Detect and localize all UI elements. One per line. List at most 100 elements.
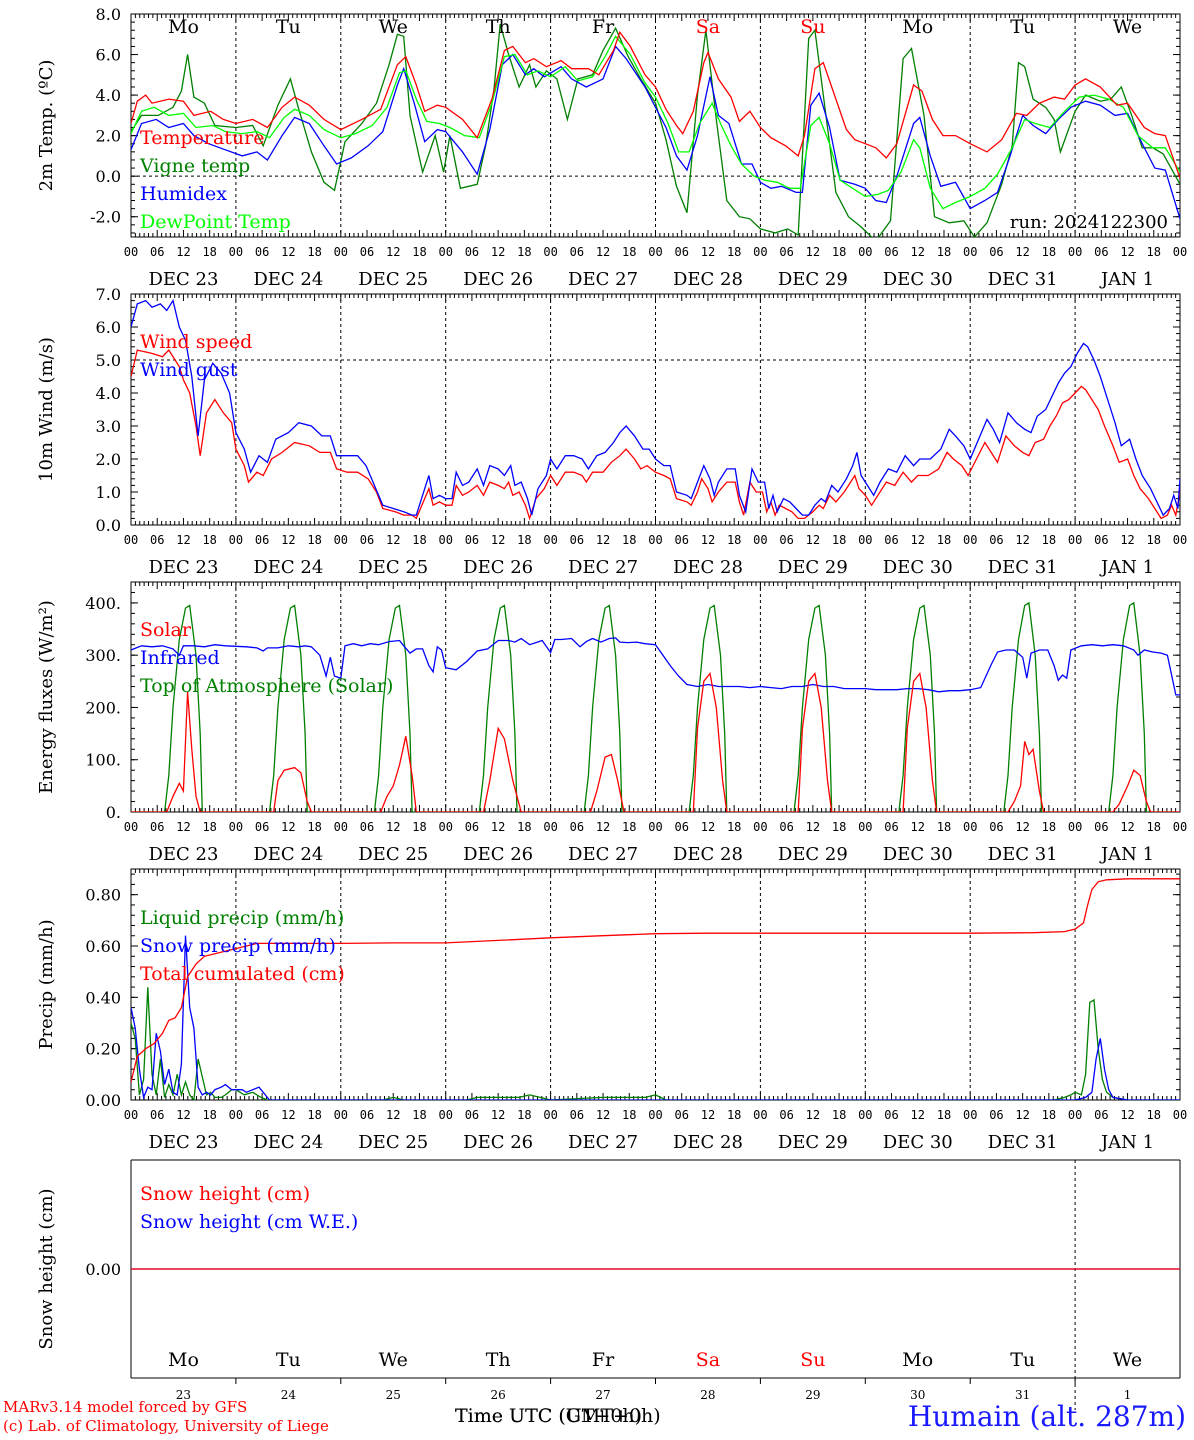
wind-y-tick-label: 5.0 (96, 351, 121, 370)
wind-hour-label: 06 (989, 533, 1003, 547)
wind-hour-label: 12 (386, 533, 400, 547)
precip-hour-label: 12 (806, 1108, 820, 1122)
flux-date-label: DEC 25 (358, 844, 428, 865)
wind-hour-label: 00 (753, 533, 767, 547)
precip-hour-label: 00 (963, 1108, 977, 1122)
temp-hour-label: 12 (1015, 245, 1029, 259)
wind-hour-label: 06 (1094, 533, 1108, 547)
flux-date-label: DEC 27 (568, 844, 638, 865)
temp-hour-label: 00 (963, 245, 977, 259)
flux-hour-label: 00 (1068, 820, 1082, 834)
wind-hour-label: 18 (937, 533, 951, 547)
temp-hour-label: 06 (465, 245, 479, 259)
flux-y-tick-label: 0. (106, 803, 121, 822)
snow-weekday-label: Mo (168, 1349, 199, 1371)
temp-hour-label: 06 (150, 245, 164, 259)
wind-legend-wind-gust: Wind gust (140, 359, 238, 381)
x-axis-title-b: Time UTC (UT+0h) (455, 1405, 643, 1427)
snow-day-number: 29 (805, 1388, 820, 1402)
temp-date-label: DEC 26 (463, 269, 533, 290)
wind-date-label: DEC 29 (778, 557, 848, 578)
flux-series-infrared (131, 637, 1180, 696)
flux-hour-label: 12 (1015, 820, 1029, 834)
wind-hour-label: 00 (438, 533, 452, 547)
wind-hour-label: 18 (832, 533, 846, 547)
flux-hour-label: 12 (806, 820, 820, 834)
flux-hour-label: 18 (202, 820, 216, 834)
flux-hour-label: 18 (1147, 820, 1161, 834)
flux-hour-label: 06 (674, 820, 688, 834)
snow-day-number: 1 (1124, 1388, 1132, 1402)
precip-hour-label: 18 (1042, 1108, 1056, 1122)
flux-hour-label: 18 (412, 820, 426, 834)
run-annotation: run: 2024122300 (1010, 212, 1168, 233)
precip-hour-label: 06 (1094, 1108, 1108, 1122)
wind-series-wind-gust (131, 298, 1180, 517)
snow-weekday-label: Fr (592, 1349, 615, 1371)
wind-hour-label: 06 (255, 533, 269, 547)
snow-day-number: 30 (910, 1388, 925, 1402)
temp-hour-label: 00 (543, 245, 557, 259)
precip-hour-label: 06 (884, 1108, 898, 1122)
temp-y-tick-label: 4.0 (96, 86, 121, 105)
wind-legend-wind-speed: Wind speed (140, 331, 252, 353)
precip-hour-label: 06 (465, 1108, 479, 1122)
snow-weekday-label: Tu (276, 1349, 301, 1371)
precip-hour-label: 12 (701, 1108, 715, 1122)
flux-hour-label: 06 (360, 820, 374, 834)
wind-hour-label: 18 (412, 533, 426, 547)
wind-hour-label: 18 (1147, 533, 1161, 547)
temp-date-label: DEC 27 (568, 269, 638, 290)
flux-hour-label: 18 (727, 820, 741, 834)
flux-panel: 00 06 12 18 DEC 23 00 06 12 18 DEC 24 00 06 12 18 DEC … (36, 581, 1187, 865)
temp-hour-label: 18 (517, 245, 531, 259)
wind-y-tick-label: 7.0 (96, 285, 121, 304)
precip-hour-label: 00 (858, 1108, 872, 1122)
precip-legend-total-cumulated-cm-: Total cumulated (cm) (140, 963, 345, 985)
precip-legend-snow-precip-mm-h-: Snow precip (mm/h) (140, 935, 336, 957)
flux-y-tick-label: 300. (85, 646, 121, 665)
precip-hour-label: 12 (386, 1108, 400, 1122)
flux-hour-label: 12 (596, 820, 610, 834)
precip-hour-label: 12 (1120, 1108, 1134, 1122)
flux-hour-label: 12 (176, 820, 190, 834)
precip-hour-label: 12 (281, 1108, 295, 1122)
snow-y-tick-label: 0.00 (85, 1260, 121, 1279)
wind-hour-label: 12 (1120, 533, 1134, 547)
temp-date-label: DEC 29 (778, 269, 848, 290)
wind-hour-label: 06 (360, 533, 374, 547)
flux-hour-label: 18 (307, 820, 321, 834)
precip-hour-label: 06 (570, 1108, 584, 1122)
snow-day-number: 24 (281, 1388, 297, 1402)
wind-hour-label: 00 (229, 533, 243, 547)
precip-date-label: JAN 1 (1099, 1132, 1154, 1153)
flux-hour-label: 06 (1094, 820, 1108, 834)
flux-hour-label: 18 (1042, 820, 1056, 834)
temp-hour-label: 00 (438, 245, 452, 259)
wind-hour-label: 06 (884, 533, 898, 547)
snow-y-axis-title: Snow height (cm) (36, 1188, 57, 1349)
wind-hour-label: 00 (1068, 533, 1082, 547)
temp-weekday-label: Sa (696, 16, 720, 38)
flux-hour-label: 00 (543, 820, 557, 834)
temp-hour-label: 00 (1173, 245, 1187, 259)
temp-y-tick-label: 2.0 (96, 127, 121, 146)
wind-hour-label: 06 (570, 533, 584, 547)
temp-hour-label: 00 (1068, 245, 1082, 259)
temp-panel: 00 06 12 18 DEC 23 00 06 12 18 DEC 24 00 06 12 18 DEC … (36, 5, 1187, 290)
flux-series-solar (131, 671, 1180, 812)
precip-hour-label: 12 (1015, 1108, 1029, 1122)
precip-date-label: DEC 25 (358, 1132, 428, 1153)
temp-weekday-label: Tu (1010, 16, 1035, 38)
snow-weekday-label: Sa (696, 1349, 720, 1371)
wind-hour-label: 00 (124, 533, 138, 547)
temp-date-label: DEC 25 (358, 269, 428, 290)
wind-hour-label: 00 (334, 533, 348, 547)
temp-hour-label: 00 (648, 245, 662, 259)
temp-series-dewpoint-temp (131, 35, 1180, 210)
wind-y-tick-label: 0.0 (96, 516, 121, 535)
wind-y-tick-label: 4.0 (96, 384, 121, 403)
precip-hour-label: 12 (176, 1108, 190, 1122)
temp-hour-label: 18 (727, 245, 741, 259)
precip-y-tick-label: 0.20 (85, 1040, 121, 1059)
